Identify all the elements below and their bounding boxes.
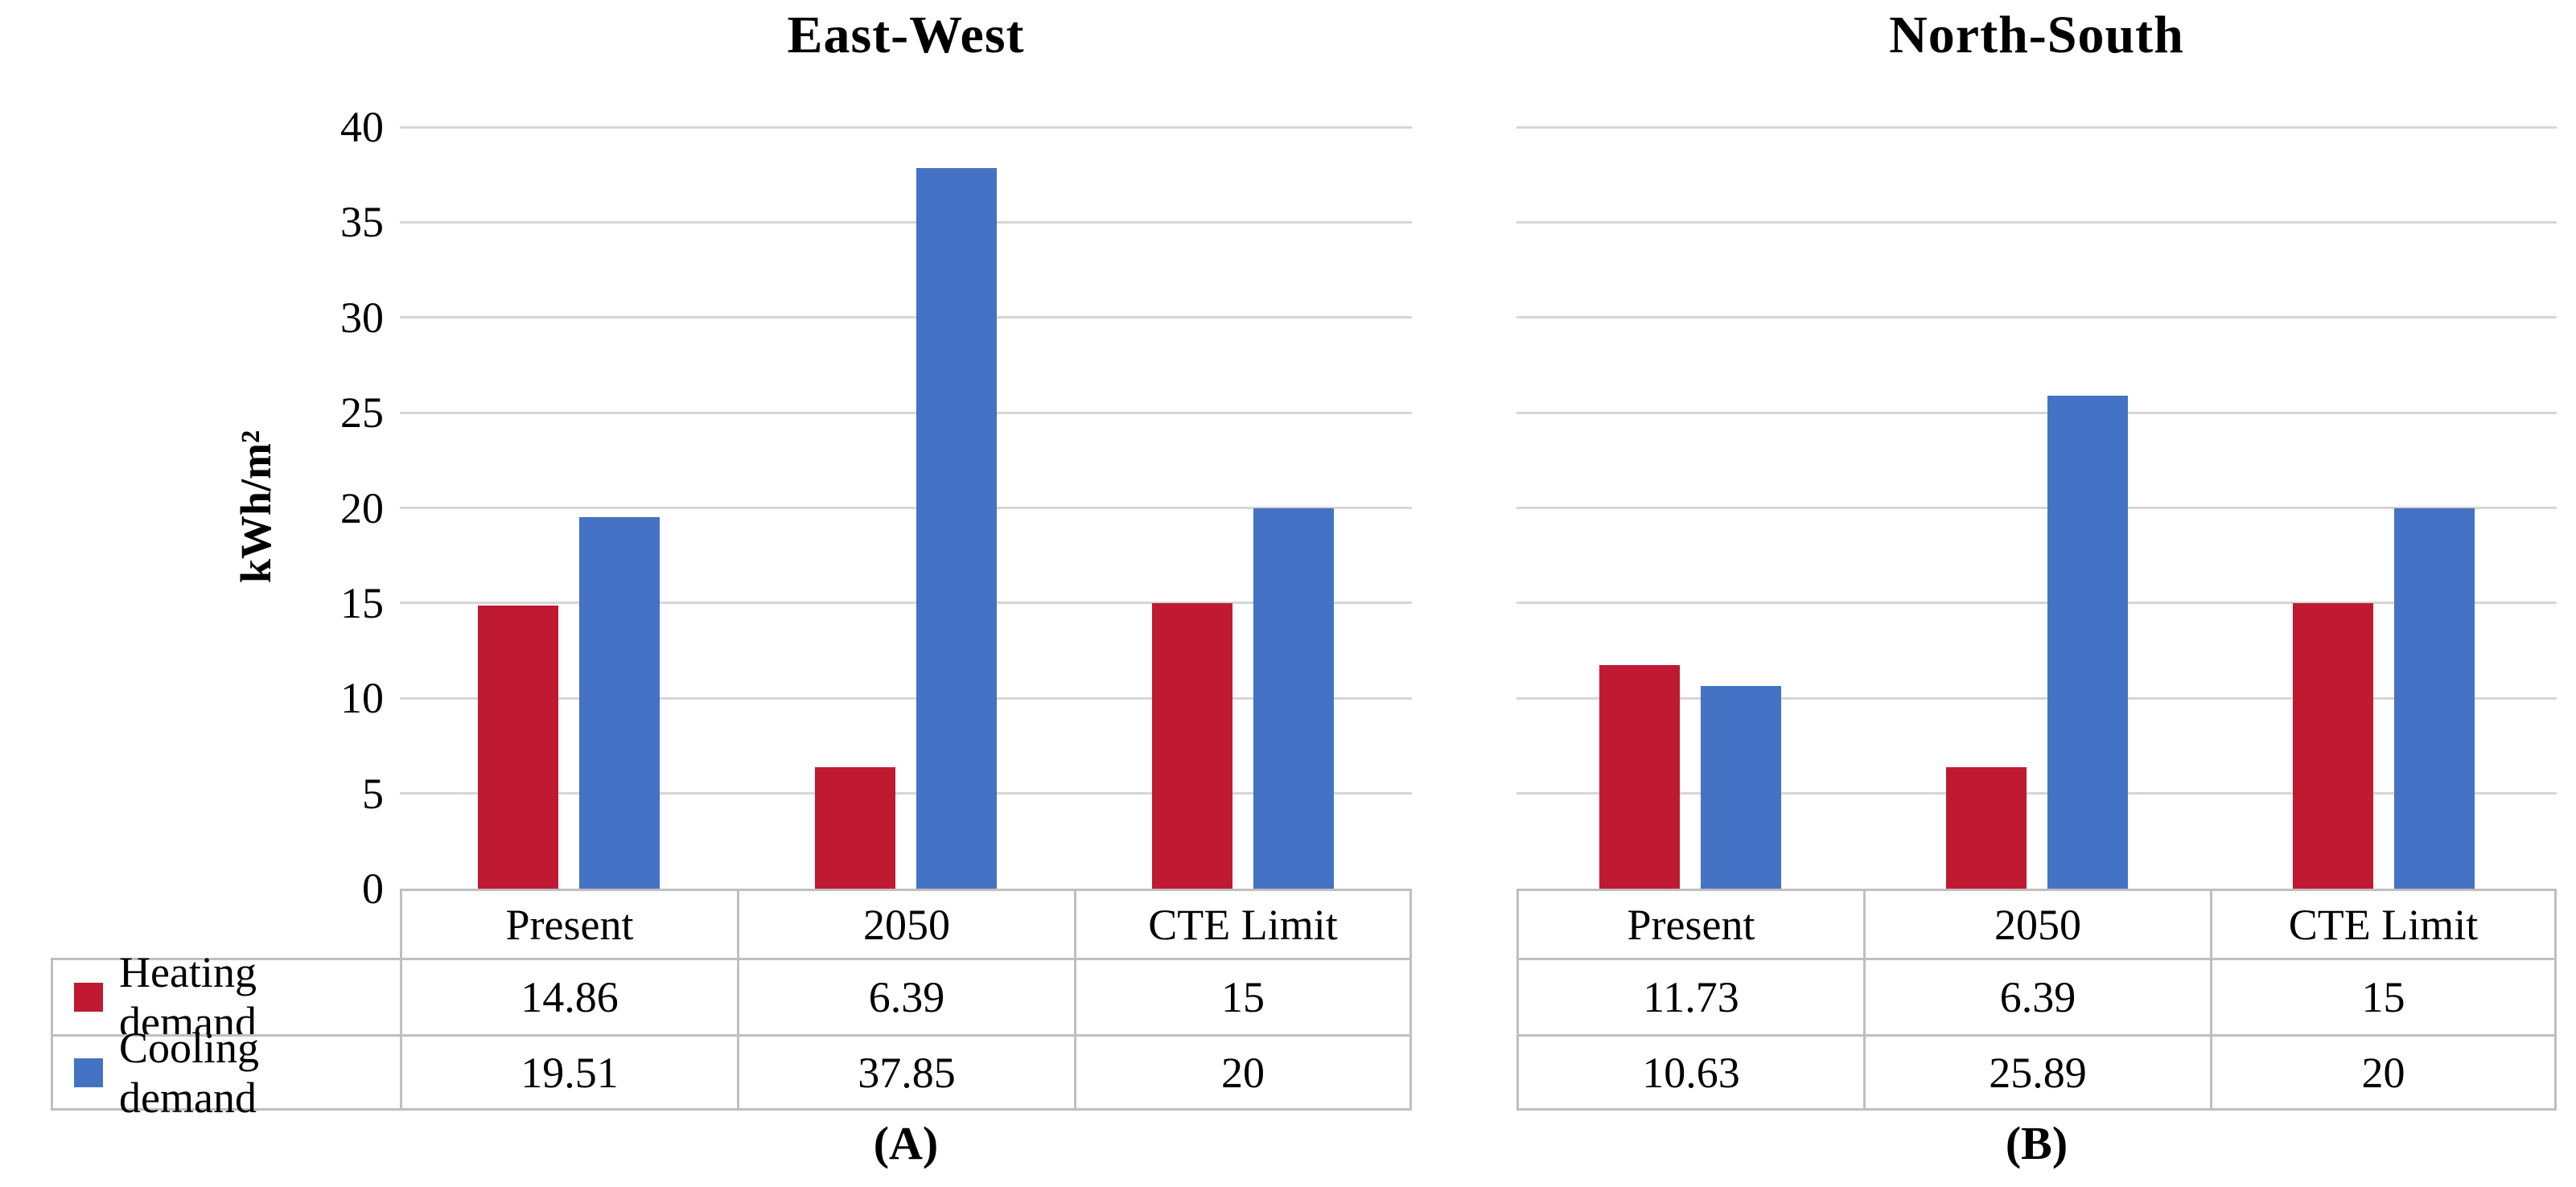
y-tick-label: 30	[340, 293, 384, 342]
bar-heating-demand	[2292, 602, 2373, 889]
chart-title-east-west: East-West	[787, 6, 1025, 64]
table-value-cell: 20	[2210, 1034, 2557, 1111]
table-value-cell: 20	[1074, 1034, 1412, 1111]
plot-area-east-west	[400, 125, 1412, 889]
table-value-cell: 15	[1074, 958, 1412, 1034]
bar-cooling-demand	[1253, 507, 1335, 889]
table-value-cell: 14.86	[400, 958, 737, 1034]
table-value-cell: 6.39	[737, 958, 1074, 1034]
table-corner-cell	[51, 889, 400, 958]
figure-caption-a: (A)	[873, 1117, 939, 1169]
bar-heating-demand	[815, 766, 895, 889]
table-value-cell: 19.51	[400, 1034, 737, 1111]
table-header-cell: 2050	[737, 889, 1074, 958]
gridline	[400, 792, 1412, 795]
legend-cell: Heating demand	[51, 948, 400, 1046]
gridline	[400, 696, 1412, 700]
gridline	[1516, 220, 2557, 224]
legend-swatch-heating-demand-icon	[74, 983, 103, 1012]
y-tick-label: 15	[340, 578, 384, 627]
table-value-cell: 15	[2210, 958, 2557, 1034]
legend-cell: Cooling demand	[51, 1024, 400, 1122]
gridline	[1516, 792, 2557, 795]
table-value-cell: 6.39	[1863, 958, 2210, 1034]
bar-heating-demand	[1599, 665, 1680, 889]
gridline	[400, 220, 1412, 224]
table-header-cell: Present	[400, 889, 737, 958]
gridline	[400, 125, 1412, 129]
y-tick-label: 5	[362, 769, 384, 818]
y-tick-label: 20	[340, 483, 384, 532]
table-header-cell: 2050	[1863, 889, 2210, 958]
bar-cooling-demand	[578, 517, 660, 889]
gridline	[1516, 696, 2557, 700]
data-table-east-west: Present 2050 CTE Limit Heating demand 14.86 6…	[51, 889, 1412, 1122]
bar-heating-demand	[477, 606, 558, 889]
legend-swatch-cooling-demand-icon	[74, 1058, 103, 1087]
table-header-cell: CTE Limit	[1074, 889, 1412, 958]
bar-cooling-demand	[1700, 686, 1781, 889]
y-tick-label: 25	[340, 388, 384, 437]
table-header-cell: Present	[1516, 889, 1863, 958]
table-value-cell: 25.89	[1863, 1034, 2210, 1111]
table-header-cell: CTE Limit	[2210, 889, 2557, 958]
gridline	[400, 411, 1412, 414]
gridline	[1516, 316, 2557, 319]
y-tick-label: 40	[340, 103, 384, 151]
data-table-north-south: Present 2050 CTE Limit 11.73 6.39 15 10.63 25.8…	[1516, 889, 2557, 1111]
y-tick-label: 0	[362, 865, 384, 913]
chart-title-north-south: North-South	[1889, 6, 2184, 64]
legend-label: Cooling demand	[119, 1023, 260, 1122]
gridline	[1516, 125, 2557, 129]
plot-area-north-south	[1516, 125, 2557, 889]
y-tick-label: 35	[340, 198, 384, 247]
table-value-cell: 37.85	[737, 1034, 1074, 1111]
table-value-cell: 10.63	[1516, 1034, 1863, 1111]
bar-heating-demand	[1152, 602, 1233, 889]
gridline	[400, 316, 1412, 319]
gridline	[400, 602, 1412, 605]
table-value-cell: 11.73	[1516, 958, 1863, 1034]
gridline	[400, 507, 1412, 509]
gridline	[1516, 602, 2557, 605]
bar-heating-demand	[1945, 766, 2027, 889]
gridline	[1516, 411, 2557, 414]
gridline	[1516, 507, 2557, 509]
figure-caption-b: (B)	[2005, 1117, 2068, 1169]
bar-cooling-demand	[2047, 396, 2128, 889]
bar-cooling-demand	[2393, 507, 2475, 889]
bar-cooling-demand	[916, 167, 997, 889]
y-tick-label: 10	[340, 674, 384, 723]
